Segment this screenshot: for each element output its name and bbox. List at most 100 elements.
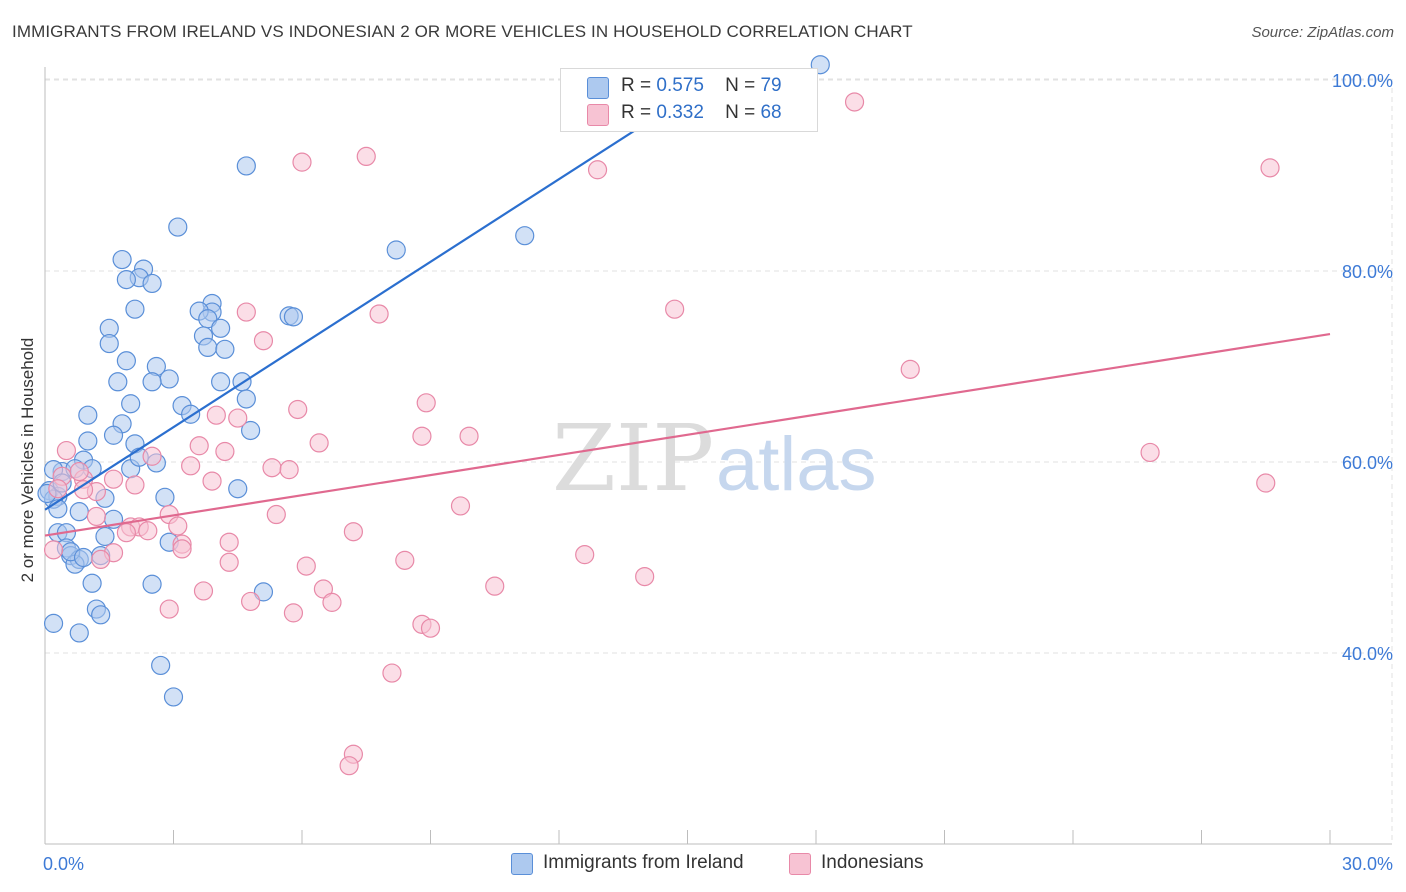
- axes: [44, 67, 1392, 845]
- ireland-point: [142, 372, 162, 392]
- ireland-point: [43, 613, 64, 633]
- indonesian-point: [181, 456, 201, 476]
- indonesian-point: [241, 591, 261, 612]
- indonesian-point: [262, 458, 282, 478]
- chart-title: IMMIGRANTS FROM IRELAND VS INDONESIAN 2 …: [12, 22, 913, 41]
- legend-r-value-ireland: 0.575: [656, 75, 704, 96]
- indonesian-point: [412, 426, 432, 446]
- legend-r-label: R =: [621, 102, 652, 123]
- indonesian-point: [450, 496, 471, 516]
- legend-swatch-indonesian: [587, 104, 609, 126]
- ireland-point: [386, 240, 406, 260]
- ireland-point: [283, 307, 304, 327]
- ireland-point: [159, 369, 179, 389]
- indonesian-point: [322, 592, 342, 612]
- indonesian-point: [215, 441, 235, 462]
- bottom-legend-swatch-indonesian: [789, 853, 811, 875]
- y-tick-label: 60.0%: [1342, 453, 1393, 473]
- ireland-point: [211, 372, 231, 392]
- ireland-point: [91, 605, 111, 625]
- ireland-point: [155, 487, 175, 507]
- ireland-point: [168, 217, 188, 237]
- trend-lines: [44, 79, 1331, 537]
- source-label: Source: ZipAtlas.com: [1251, 24, 1394, 41]
- indonesian-point: [43, 540, 64, 560]
- indonesian-point: [189, 436, 209, 456]
- indonesian-point: [416, 393, 436, 413]
- bottom-legend-label-indonesian: Indonesians: [821, 852, 924, 873]
- indonesian-point: [313, 579, 334, 599]
- indonesian-point: [575, 545, 595, 565]
- ireland-point: [241, 420, 261, 441]
- ireland-point: [82, 573, 102, 593]
- ireland-point: [116, 351, 136, 371]
- gridlines: [45, 78, 1393, 844]
- ireland-point: [163, 687, 184, 707]
- indonesian-point: [1140, 442, 1160, 463]
- indonesian-point: [459, 426, 479, 446]
- indonesian-point: [900, 359, 920, 379]
- ireland-point: [215, 339, 235, 359]
- watermark-zip: ZIP: [552, 405, 714, 512]
- bottom-legend-label-ireland: Immigrants from Ireland: [543, 852, 744, 873]
- ireland-point: [125, 299, 145, 319]
- legend-n-label: N =: [725, 75, 756, 96]
- ireland-point: [116, 269, 136, 290]
- ireland-point: [78, 431, 98, 451]
- watermark-atlas: atlas: [716, 422, 877, 507]
- y-axis-label: 2 or more Vehicles in Household: [18, 337, 37, 583]
- indonesian-point: [56, 440, 77, 461]
- indonesian-point: [356, 146, 376, 166]
- watermark: ZIP atlas: [552, 405, 877, 512]
- ireland-point: [73, 547, 94, 568]
- indonesian-point: [266, 504, 286, 525]
- x-tick-label-end: 30.0%: [1342, 854, 1393, 874]
- indonesian-point: [116, 523, 136, 543]
- indonesian-point: [253, 331, 274, 351]
- indonesian-point: [665, 299, 685, 319]
- bottom-legend-swatch-ireland: [511, 853, 533, 875]
- indonesian-point: [420, 618, 441, 638]
- y-tick-label: 40.0%: [1342, 644, 1393, 664]
- indonesian-point: [296, 556, 316, 576]
- ireland-point: [95, 526, 115, 547]
- indonesian-point: [219, 532, 239, 552]
- points: [37, 55, 1280, 776]
- legend-swatch-ireland: [587, 77, 609, 99]
- ireland-point: [236, 389, 256, 409]
- indonesian-point: [369, 304, 389, 324]
- indonesian-trend-line: [44, 332, 1331, 537]
- legend: R = 0.575 N = 79 R = 0.332 N = 68: [560, 68, 818, 132]
- indonesian-point: [142, 446, 162, 466]
- indonesian-point: [309, 433, 329, 453]
- ireland-point: [69, 502, 89, 522]
- ireland-point: [78, 405, 98, 425]
- ireland-point: [108, 372, 128, 392]
- indonesian-point: [339, 756, 359, 776]
- x-tick-label-start: 0.0%: [43, 854, 84, 874]
- ireland-point: [121, 394, 141, 414]
- indonesian-point: [485, 576, 505, 596]
- indonesian-point: [228, 408, 248, 428]
- indonesian-point: [48, 479, 68, 499]
- ireland-point: [142, 273, 162, 294]
- indonesian-point: [172, 539, 192, 559]
- indonesian-point: [292, 152, 312, 172]
- indonesian-point: [219, 552, 239, 572]
- legend-n-value-indonesian: 68: [760, 102, 782, 123]
- legend-r-label: R =: [621, 75, 652, 96]
- ireland-point: [151, 655, 171, 676]
- ireland-point: [211, 318, 231, 338]
- ireland-point: [228, 479, 248, 499]
- ireland-point: [103, 425, 124, 445]
- y-tick-label: 100.0%: [1332, 71, 1393, 91]
- indonesian-point: [69, 461, 89, 482]
- indonesian-point: [236, 302, 256, 322]
- ireland-point: [515, 226, 535, 246]
- indonesian-point: [193, 581, 214, 601]
- indonesian-point: [103, 469, 124, 489]
- indonesian-point: [395, 550, 415, 570]
- indonesian-point: [279, 460, 299, 480]
- ireland-point: [69, 623, 89, 643]
